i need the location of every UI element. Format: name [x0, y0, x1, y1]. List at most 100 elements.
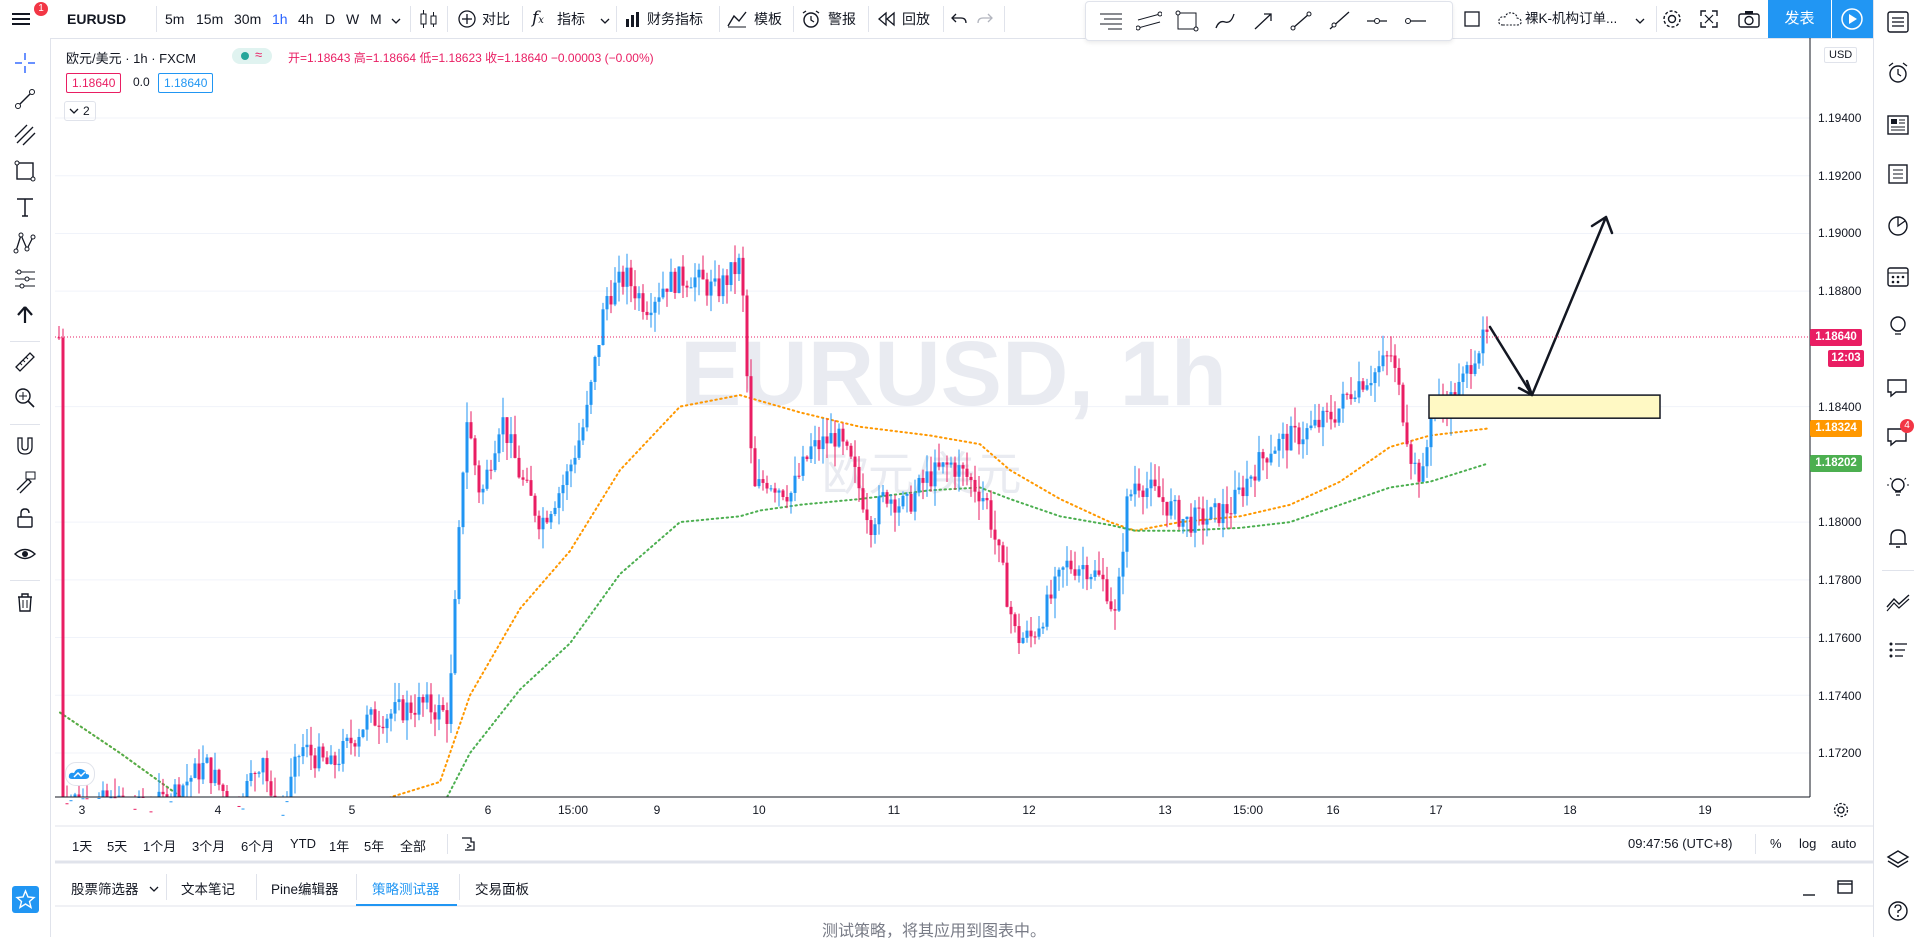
range-1y[interactable]: 1年 — [329, 839, 350, 854]
chat-icon[interactable] — [1884, 374, 1912, 402]
chevron-down-icon[interactable] — [1635, 14, 1645, 29]
chevron-down-icon[interactable] — [149, 882, 159, 897]
minimize-icon[interactable] — [1801, 882, 1817, 901]
replay-button[interactable]: 回放 — [902, 11, 930, 27]
range-1d[interactable]: 1天 — [72, 839, 93, 854]
rectangle-icon[interactable] — [1172, 7, 1202, 35]
trend-line-icon[interactable] — [1286, 7, 1316, 35]
undo-icon[interactable] — [950, 11, 968, 30]
symbol-search[interactable]: EURUSD — [67, 11, 127, 27]
arrow-up-icon[interactable] — [11, 301, 39, 329]
menu-button[interactable]: 1 — [10, 2, 48, 30]
settings-gear-icon[interactable] — [1832, 801, 1850, 822]
timeframe-1h[interactable]: 1h — [272, 11, 288, 27]
trend-line-tool-icon[interactable] — [11, 85, 39, 113]
auto-toggle[interactable]: auto — [1831, 836, 1857, 851]
bell-icon[interactable] — [1884, 524, 1912, 552]
legend-title[interactable]: 欧元/美元 · 1h · FXCM — [66, 51, 197, 66]
text-align-icon[interactable] — [1096, 7, 1126, 35]
ask-price-button[interactable]: 1.18640 — [158, 73, 214, 93]
brush-icon[interactable] — [1210, 7, 1240, 35]
eye-icon[interactable] — [11, 540, 39, 568]
chevron-down-icon[interactable] — [600, 14, 610, 29]
tab-trading-panel[interactable]: 交易面板 — [475, 882, 529, 897]
magnet-icon[interactable] — [11, 432, 39, 460]
timeframe-15m[interactable]: 15m — [196, 11, 224, 27]
ideas-icon[interactable] — [1884, 312, 1912, 340]
zoom-in-icon[interactable] — [11, 384, 39, 412]
tradingview-logo[interactable] — [65, 762, 95, 786]
prediction-tool-icon[interactable] — [11, 265, 39, 293]
indicators-button[interactable]: 指标 — [557, 11, 585, 27]
camera-icon[interactable] — [1737, 9, 1761, 32]
range-all[interactable]: 全部 — [400, 839, 427, 854]
watchlist-icon[interactable] — [1884, 8, 1912, 36]
clock[interactable]: 09:47:56 (UTC+8) — [1628, 836, 1733, 851]
layout-name[interactable]: 裸K-机构订单... — [1525, 11, 1618, 26]
arrow-down-line[interactable] — [1488, 325, 1534, 397]
horizontal-ray-icon[interactable] — [1400, 7, 1430, 35]
templates-button[interactable]: 模板 — [754, 11, 782, 27]
shape-tool-icon[interactable] — [11, 157, 39, 185]
alarm-icon[interactable] — [1884, 59, 1912, 87]
ma-fast-line[interactable] — [59, 394, 1488, 825]
calendar-icon[interactable] — [1884, 262, 1912, 290]
percent-toggle[interactable]: % — [1770, 836, 1782, 851]
unlock-icon[interactable] — [11, 504, 39, 532]
hotlist-icon[interactable] — [1884, 212, 1912, 240]
favorites-button[interactable] — [12, 886, 39, 913]
notifications-icon[interactable]: 4 — [1884, 419, 1914, 451]
currency-label[interactable]: USD — [1824, 47, 1858, 63]
timeframe-5m[interactable]: 5m — [165, 11, 185, 27]
pattern-tool-icon[interactable] — [11, 229, 39, 257]
compare-button[interactable]: 对比 — [482, 11, 510, 27]
timeframe-4h[interactable]: 4h — [298, 11, 314, 27]
range-3m[interactable]: 3个月 — [192, 839, 226, 854]
lightbulb-icon[interactable] — [1884, 473, 1912, 501]
depth-icon[interactable] — [1884, 636, 1912, 664]
publish-button[interactable]: 发表 — [1768, 0, 1831, 38]
gear-icon[interactable] — [1661, 8, 1683, 33]
candle-style-icon[interactable] — [418, 9, 440, 32]
play-replay-button[interactable] — [1832, 0, 1873, 38]
ma-slow-line[interactable] — [59, 462, 1488, 831]
lock-drawings-icon[interactable] — [11, 468, 39, 496]
ruler-icon[interactable] — [11, 348, 39, 376]
fullscreen-icon[interactable] — [1699, 9, 1719, 32]
timeframe-d[interactable]: D — [325, 11, 336, 27]
redo-icon[interactable] — [976, 11, 994, 30]
fib-tool-icon[interactable] — [11, 121, 39, 149]
news-icon[interactable] — [1884, 111, 1912, 139]
range-ytd[interactable]: YTD — [290, 836, 316, 851]
arrow-up-line[interactable] — [1530, 215, 1614, 397]
trend-chart-icon[interactable] — [1884, 588, 1912, 616]
layers-icon[interactable] — [1884, 846, 1912, 874]
tab-pine-editor[interactable]: Pine编辑器 — [271, 882, 339, 897]
tab-strategy-tester[interactable]: 策略测试器 — [372, 882, 440, 897]
range-1m[interactable]: 1个月 — [143, 839, 177, 854]
range-5y[interactable]: 5年 — [364, 839, 385, 854]
timeframe-30m[interactable]: 30m — [234, 11, 262, 27]
maximize-icon[interactable] — [1836, 878, 1854, 899]
crosshair-icon[interactable] — [11, 49, 39, 77]
go-to-date-icon[interactable] — [459, 835, 477, 856]
timeframe-w[interactable]: W — [346, 11, 360, 27]
timeframe-m[interactable]: M — [370, 11, 382, 27]
bid-price-button[interactable]: 1.18640 — [66, 73, 122, 93]
help-icon[interactable] — [1884, 897, 1912, 925]
data-window-icon[interactable] — [1884, 160, 1912, 188]
chevron-down-icon[interactable] — [391, 14, 401, 29]
financials-button[interactable]: 财务指标 — [647, 11, 703, 27]
alert-button[interactable]: 警报 — [828, 11, 856, 27]
tab-text-notes[interactable]: 文本笔记 — [181, 882, 235, 897]
range-6m[interactable]: 6个月 — [241, 839, 275, 854]
ray-icon[interactable] — [1324, 7, 1354, 35]
tab-stock-screener[interactable]: 股票筛选器 — [71, 882, 139, 897]
arrow-tool-icon[interactable] — [1248, 7, 1278, 35]
range-5d[interactable]: 5天 — [107, 839, 128, 854]
log-toggle[interactable]: log — [1799, 836, 1817, 851]
rectangle-tool-icon[interactable] — [1463, 10, 1481, 31]
zone-rectangle[interactable] — [1428, 394, 1661, 419]
trash-icon[interactable] — [11, 588, 39, 616]
